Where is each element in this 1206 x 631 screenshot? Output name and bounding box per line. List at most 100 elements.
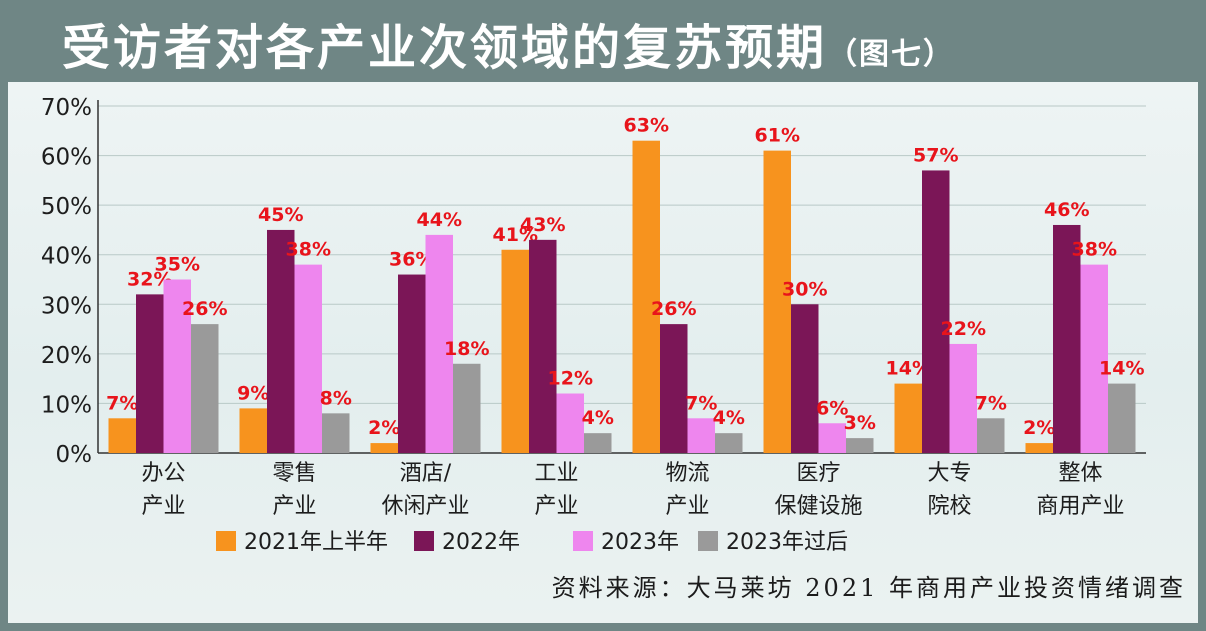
x-tick-label: 产业 [534,494,578,519]
legend-label: 2021年上半年 [244,530,388,555]
data-label: 6% [816,397,848,419]
y-tick-label: 70% [41,95,92,121]
bar [1080,264,1108,453]
source-note: 资料来源：大马莱坊 2021 年商用产业投资情绪调查 [551,574,1186,602]
x-tick-label: 产业 [272,494,316,519]
bar [294,264,322,453]
chart-title: 受访者对各产业次领域的复苏预期（图七） [62,8,955,78]
data-label: 57% [913,144,958,166]
data-label: 7% [975,392,1007,414]
bar [763,150,791,453]
chart-title-text: 受访者对各产业次领域的复苏预期 [62,20,828,76]
x-tick-label: 工业 [534,461,578,486]
data-label: 22% [941,318,986,340]
bar [949,343,977,453]
bar [136,294,164,453]
bar [818,423,846,453]
x-tick-label: 产业 [665,494,709,519]
data-label: 12% [548,368,593,390]
legend-label: 2022年 [442,530,520,555]
y-tick-label: 50% [41,194,92,220]
bar [556,393,584,453]
data-label: 63% [624,115,669,137]
x-tick-label: 保健设施 [774,494,862,519]
bar [977,418,1005,453]
data-label: 7% [685,392,717,414]
legend-swatch [698,531,718,551]
data-label: 2% [368,417,400,439]
data-label: 46% [1044,199,1089,221]
bar [529,239,557,453]
y-tick-label: 20% [41,343,92,369]
y-tick-label: 60% [41,145,92,171]
data-label: 4% [713,407,745,429]
bar [715,433,743,453]
data-label: 30% [782,278,827,300]
bar [398,274,426,453]
bar [501,249,529,453]
data-label: 18% [444,338,489,360]
y-tick-label: 30% [41,293,92,319]
x-tick-label: 零售 [272,461,316,486]
data-label: 45% [258,204,303,226]
bar [370,443,398,453]
data-label: 44% [417,209,462,231]
y-tick-label: 10% [41,392,92,418]
legend-swatch [573,531,593,551]
data-label: 35% [155,254,200,276]
bar [922,170,950,453]
bar [846,438,874,453]
bar [425,234,453,453]
x-tick-label: 休闲产业 [381,494,469,519]
data-label: 14% [886,358,931,380]
data-label: 9% [237,382,269,404]
data-label: 3% [844,412,876,434]
bar [163,279,191,453]
data-label: 38% [1072,239,1117,261]
bar [239,408,267,453]
x-tick-label: 大专 [927,461,971,486]
bar [191,324,219,453]
chart-title-suffix: （图七） [827,37,956,72]
data-label: 41% [493,224,538,246]
data-label: 26% [651,298,696,320]
x-tick-label: 产业 [141,494,185,519]
x-tick-label: 医疗 [796,461,840,486]
data-label: 32% [127,268,172,290]
data-label: 14% [1099,358,1144,380]
title-bar: 受访者对各产业次领域的复苏预期（图七） [0,0,1206,82]
x-tick-label: 办公 [141,461,185,486]
x-tick-label: 整体 [1058,461,1102,486]
x-tick-label: 商用产业 [1036,494,1124,519]
bar [322,413,350,453]
x-tick-label: 院校 [927,494,971,519]
x-tick-label: 物流 [665,461,709,486]
bar [1025,443,1053,453]
bar [1053,224,1081,453]
data-label: 2% [1023,417,1055,439]
data-label: 38% [286,239,331,261]
data-label: 8% [320,387,352,409]
data-label: 7% [106,392,138,414]
data-label: 4% [582,407,614,429]
data-label: 26% [182,298,227,320]
bar [584,433,612,453]
y-tick-label: 0% [56,442,93,468]
legend-swatch [414,531,434,551]
bar [894,383,922,453]
x-tick-label: 酒店/ [400,461,452,486]
data-label: 43% [520,214,565,236]
legend-swatch [216,531,236,551]
bar [108,418,136,453]
bar [632,140,660,453]
bar [660,324,688,453]
y-tick-label: 40% [41,244,92,270]
bar [1108,383,1136,453]
bar [267,229,295,453]
data-label: 61% [755,125,800,147]
legend-label: 2023年 [601,530,679,555]
bar [791,304,819,453]
bar [453,363,481,453]
